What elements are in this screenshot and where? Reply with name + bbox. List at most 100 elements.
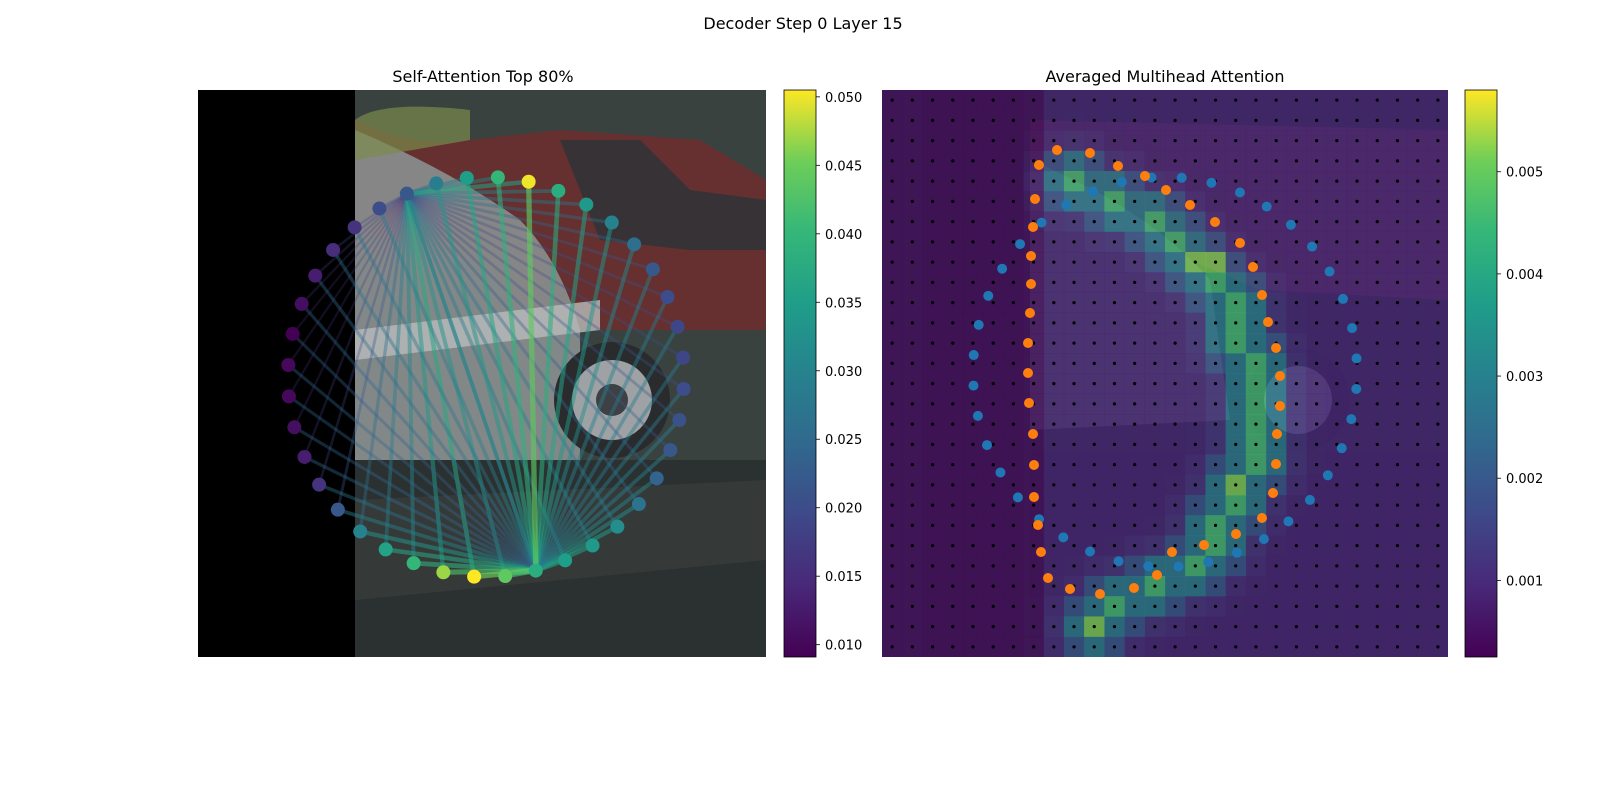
grid-dot — [1072, 159, 1076, 163]
grid-dot — [991, 645, 995, 649]
grid-dot — [1072, 361, 1076, 365]
grid-dot — [1133, 280, 1137, 284]
attention-edge — [533, 476, 659, 573]
grid-dot — [1133, 240, 1137, 244]
grid-dot — [1436, 98, 1440, 102]
grid-dot — [1052, 199, 1056, 203]
grid-dot — [1254, 321, 1258, 325]
grid-dot — [1032, 422, 1036, 426]
attention-node — [490, 170, 505, 185]
grid-dot — [1294, 321, 1298, 325]
blue-marker — [1304, 494, 1315, 505]
attention-edge — [358, 529, 538, 573]
grid-dot — [1355, 280, 1359, 284]
grid-dot — [951, 220, 955, 224]
grid-dot — [1234, 564, 1238, 568]
grid-dot — [1153, 442, 1157, 446]
attention-node — [649, 471, 664, 486]
grid-dot — [910, 442, 914, 446]
grid-dot — [890, 260, 894, 264]
grid-dot — [1395, 240, 1400, 244]
grid-dot — [1335, 483, 1339, 487]
grid-dot — [1436, 159, 1440, 163]
grid-dot — [1274, 98, 1278, 102]
grid-dot — [1193, 159, 1197, 163]
grid-dot — [991, 220, 995, 224]
grid-dot — [951, 321, 955, 325]
attention-edge — [336, 192, 409, 512]
blue-marker — [1322, 470, 1333, 481]
grid-dot — [1173, 98, 1177, 102]
grid-dot — [1335, 402, 1339, 406]
grid-dot — [1315, 301, 1319, 305]
attention-node — [378, 542, 393, 557]
grid-dot — [1213, 442, 1218, 446]
orange-marker — [1023, 368, 1033, 378]
grid-dot — [1254, 625, 1258, 629]
grid-dot — [890, 98, 894, 102]
grid-dot — [1052, 402, 1056, 406]
attention-node — [670, 319, 685, 334]
grid-dot — [890, 321, 894, 325]
blue-marker — [1336, 443, 1347, 454]
grid-dot — [1072, 98, 1076, 102]
grid-dot — [1133, 463, 1137, 467]
attention-node — [281, 358, 296, 373]
grid-dot — [951, 199, 955, 203]
blue-marker — [1015, 239, 1026, 250]
grid-dot — [1072, 240, 1076, 244]
grid-dot — [1112, 280, 1117, 284]
orange-marker — [1231, 529, 1241, 539]
grid-dot — [1193, 240, 1197, 244]
grid-dot — [1274, 564, 1278, 568]
grid-dot — [1254, 159, 1258, 163]
grid-dot — [890, 199, 894, 203]
grid-dot — [930, 442, 935, 446]
grid-dot — [1395, 280, 1400, 284]
grid-dot — [1355, 159, 1359, 163]
grid-dot — [971, 503, 975, 507]
grid-dot — [1436, 442, 1440, 446]
grid-dot — [1133, 402, 1137, 406]
grid-dot — [890, 139, 894, 143]
grid-dot — [1395, 118, 1400, 122]
grid-dot — [1052, 280, 1056, 284]
grid-dot — [1375, 442, 1379, 446]
grid-dot — [1436, 220, 1440, 224]
grid-dot — [1294, 523, 1298, 527]
grid-dot — [1375, 645, 1379, 649]
grid-dot — [1234, 341, 1238, 345]
blue-marker — [972, 410, 983, 421]
grid-dot — [1193, 260, 1197, 264]
blue-marker — [1176, 172, 1187, 183]
grid-dot — [1355, 422, 1359, 426]
grid-dot — [1193, 544, 1197, 548]
grid-dot — [930, 301, 935, 305]
grid-dot — [1315, 98, 1319, 102]
grid-dot — [1355, 483, 1359, 487]
grid-dot — [1375, 625, 1379, 629]
grid-dot — [930, 422, 935, 426]
grid-dot — [1112, 139, 1117, 143]
grid-dot — [1193, 98, 1197, 102]
grid-dot — [951, 584, 955, 588]
attention-edge — [533, 355, 685, 573]
grid-dot — [1315, 523, 1319, 527]
grid-dot — [1315, 179, 1319, 183]
grid-dot — [1193, 564, 1197, 568]
grid-dot — [1254, 442, 1258, 446]
grid-dot — [1395, 422, 1400, 426]
grid-dot — [1416, 503, 1420, 507]
grid-dot — [1133, 341, 1137, 345]
blue-marker — [1261, 201, 1272, 212]
orange-marker-layer — [1023, 145, 1285, 599]
grid-dot — [1092, 341, 1096, 345]
grid-dot — [910, 361, 914, 365]
grid-dot — [890, 341, 894, 345]
grid-dot — [1112, 260, 1117, 264]
grid-dot — [971, 321, 975, 325]
grid-dot — [1294, 382, 1298, 386]
grid-dot — [1335, 625, 1339, 629]
grid-dot — [1173, 199, 1177, 203]
grid-dot — [1173, 341, 1177, 345]
